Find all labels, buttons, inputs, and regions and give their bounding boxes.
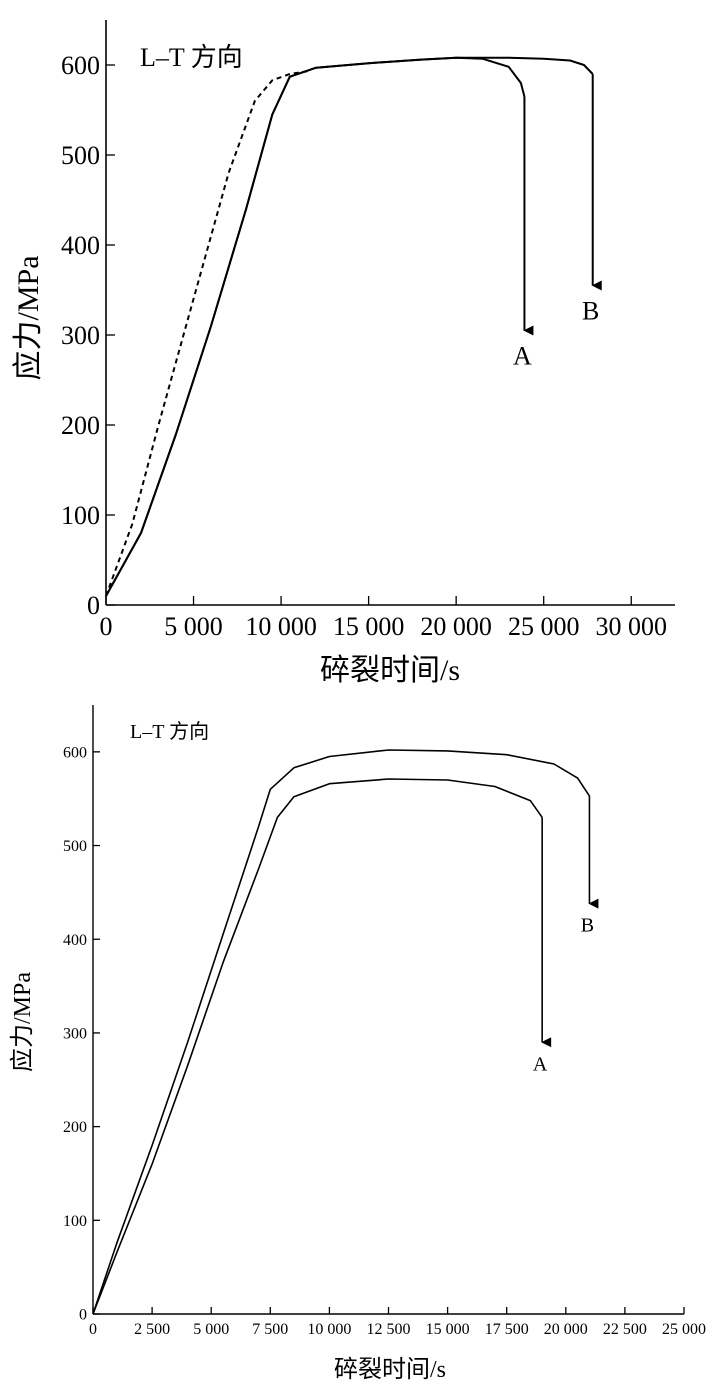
series-A-line bbox=[92, 778, 543, 1315]
x-tick-label: 0 bbox=[100, 612, 113, 641]
y-tick-label: 600 bbox=[63, 744, 87, 761]
series-B-line bbox=[92, 749, 591, 1315]
y-tick-label: 600 bbox=[61, 51, 100, 80]
chart-top: 0 5 000 10 000 15 000 20 000 25 000 30 000 0 100… bbox=[12, 20, 675, 687]
chart-bottom-ticks: 0 2 500 5 000 7 500 10 000 12 500 15 000 17 500… bbox=[63, 744, 706, 1338]
chart-top-ylabel: 应力/MPa bbox=[12, 255, 45, 380]
x-tick-label: 10 000 bbox=[307, 1321, 351, 1338]
x-tick-label: 5 000 bbox=[193, 1321, 229, 1338]
series-3-line bbox=[105, 70, 308, 597]
chart-bottom-ylabel: 应力/MPa bbox=[9, 972, 36, 1072]
x-tick-label: 15 000 bbox=[333, 612, 405, 641]
x-tick-label: 20 000 bbox=[544, 1321, 588, 1338]
chart-bottom-xlabel: 碎裂时间/s bbox=[334, 1356, 446, 1383]
x-tick-label: 2 500 bbox=[134, 1321, 170, 1338]
series-A-label: A bbox=[533, 1053, 548, 1075]
chart-bottom-series: AB bbox=[92, 749, 599, 1315]
chart-top-axes bbox=[105, 20, 675, 606]
y-tick-label: 500 bbox=[61, 141, 100, 170]
x-tick-label: 22 500 bbox=[603, 1321, 647, 1338]
chart-top-ticks: 0 5 000 10 000 15 000 20 000 25 000 30 000 0 100… bbox=[61, 51, 667, 641]
chart-bottom: 0 2 500 5 000 7 500 10 000 12 500 15 000 17 500… bbox=[9, 705, 706, 1383]
x-tick-label: 17 500 bbox=[485, 1321, 529, 1338]
chart-bottom-axes bbox=[92, 705, 684, 1315]
chart-bottom-annotation: L–T 方向 bbox=[130, 720, 209, 743]
y-tick-label: 200 bbox=[63, 1119, 87, 1136]
x-tick-label: 7 500 bbox=[252, 1321, 288, 1338]
x-tick-label: 0 bbox=[89, 1321, 97, 1338]
series-A-label: A bbox=[513, 342, 532, 371]
x-tick-label: 30 000 bbox=[595, 612, 667, 641]
y-tick-label: 0 bbox=[87, 591, 100, 620]
x-tick-label: 12 500 bbox=[367, 1321, 411, 1338]
y-tick-label: 100 bbox=[63, 1213, 87, 1230]
chart-top-xlabel: 碎裂时间/s bbox=[320, 654, 460, 687]
x-tick-label: 5 000 bbox=[164, 612, 223, 641]
series-B-line bbox=[105, 56, 594, 597]
chart-top-annotation: L–T 方向 bbox=[140, 43, 243, 72]
series-B-label: B bbox=[582, 297, 599, 326]
series-A-line bbox=[105, 56, 526, 597]
chart-top-series: AB bbox=[105, 56, 602, 597]
x-tick-label: 10 000 bbox=[245, 612, 317, 641]
x-tick-label: 25 000 bbox=[508, 612, 580, 641]
y-tick-label: 100 bbox=[61, 501, 100, 530]
y-tick-label: 0 bbox=[79, 1307, 87, 1324]
x-tick-label: 20 000 bbox=[420, 612, 492, 641]
y-tick-label: 200 bbox=[61, 411, 100, 440]
x-tick-label: 15 000 bbox=[426, 1321, 470, 1338]
y-tick-label: 300 bbox=[61, 321, 100, 350]
y-tick-label: 400 bbox=[63, 932, 87, 949]
series-B-label: B bbox=[581, 915, 594, 937]
y-tick-label: 500 bbox=[63, 838, 87, 855]
y-tick-label: 400 bbox=[61, 231, 100, 260]
y-tick-label: 300 bbox=[63, 1026, 87, 1043]
x-tick-label: 25 000 bbox=[662, 1321, 706, 1338]
